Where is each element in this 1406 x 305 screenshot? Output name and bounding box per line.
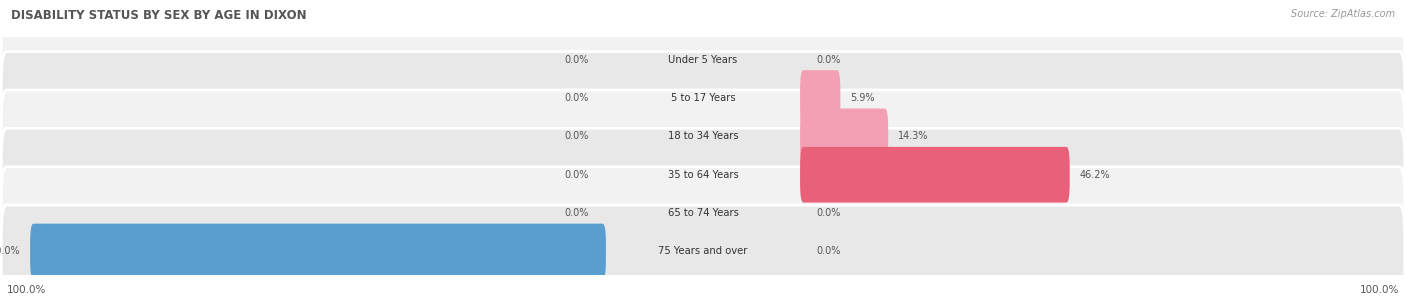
Text: 35 to 64 Years: 35 to 64 Years — [668, 170, 738, 180]
FancyBboxPatch shape — [1, 128, 1405, 221]
FancyBboxPatch shape — [800, 70, 841, 126]
FancyBboxPatch shape — [1, 90, 1405, 183]
Text: 65 to 74 Years: 65 to 74 Years — [668, 208, 738, 218]
Text: 100.0%: 100.0% — [1360, 285, 1399, 295]
Text: 14.3%: 14.3% — [898, 131, 929, 141]
Text: 100.0%: 100.0% — [0, 246, 20, 257]
FancyBboxPatch shape — [1, 205, 1405, 298]
Text: Source: ZipAtlas.com: Source: ZipAtlas.com — [1291, 9, 1395, 19]
FancyBboxPatch shape — [800, 147, 1070, 203]
FancyBboxPatch shape — [800, 109, 889, 164]
Text: 5 to 17 Years: 5 to 17 Years — [671, 93, 735, 103]
FancyBboxPatch shape — [1, 167, 1405, 260]
FancyBboxPatch shape — [1, 52, 1405, 145]
Text: 0.0%: 0.0% — [817, 208, 841, 218]
Text: 18 to 34 Years: 18 to 34 Years — [668, 131, 738, 141]
Text: 0.0%: 0.0% — [565, 131, 589, 141]
Text: 5.9%: 5.9% — [851, 93, 875, 103]
FancyBboxPatch shape — [30, 224, 606, 279]
Text: 0.0%: 0.0% — [817, 246, 841, 257]
Text: 0.0%: 0.0% — [565, 208, 589, 218]
Text: 0.0%: 0.0% — [817, 55, 841, 65]
Text: Under 5 Years: Under 5 Years — [668, 55, 738, 65]
Text: 75 Years and over: 75 Years and over — [658, 246, 748, 257]
Text: 0.0%: 0.0% — [565, 55, 589, 65]
Legend: Male, Female: Male, Female — [640, 302, 766, 305]
FancyBboxPatch shape — [1, 13, 1405, 106]
Text: 0.0%: 0.0% — [565, 170, 589, 180]
Text: 100.0%: 100.0% — [7, 285, 46, 295]
Text: 0.0%: 0.0% — [565, 93, 589, 103]
Text: DISABILITY STATUS BY SEX BY AGE IN DIXON: DISABILITY STATUS BY SEX BY AGE IN DIXON — [11, 9, 307, 22]
Text: 46.2%: 46.2% — [1080, 170, 1111, 180]
